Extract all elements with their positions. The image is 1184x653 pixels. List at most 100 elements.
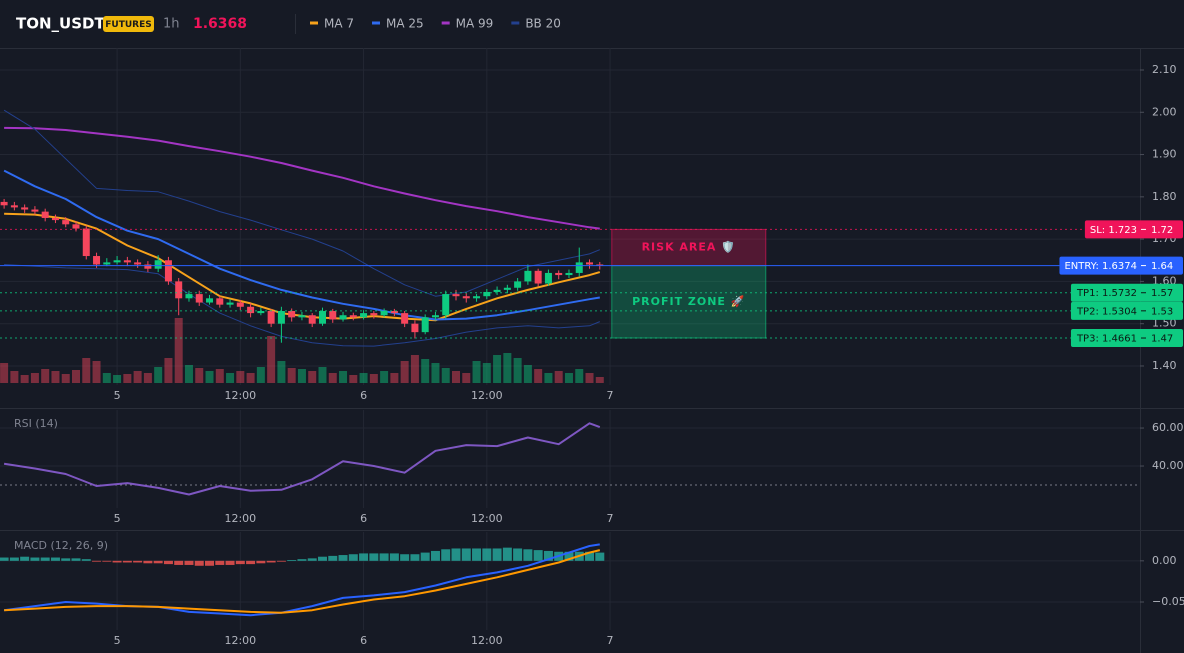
level-price-label: 1.53 [1151, 306, 1173, 317]
indicator-line [3, 543, 600, 617]
volume-bar [205, 371, 214, 383]
histogram-bar [9, 557, 19, 561]
x-tick-label: 7 [607, 512, 614, 525]
volume-bar [174, 318, 183, 383]
x-tick-label: 12:00 [224, 512, 256, 525]
candle-body [123, 260, 131, 263]
y-tick-label: −0.05 [1152, 595, 1184, 608]
candle-body [257, 311, 265, 314]
histogram-bar [307, 558, 317, 561]
zone-label: PROFIT ZONE 🚀 [632, 295, 745, 308]
candle-body [380, 311, 388, 316]
candle-body [503, 287, 511, 290]
candle-body [442, 294, 450, 316]
candle-body [493, 289, 501, 292]
histogram-bar [595, 552, 605, 561]
histogram-bar [523, 549, 533, 561]
histogram-bar [533, 550, 543, 561]
symbol: TON_USDT [16, 15, 105, 33]
candle-body [10, 205, 18, 208]
panel-title: RSI (14) [14, 417, 58, 430]
histogram-bar [389, 553, 399, 561]
histogram-bar [369, 553, 379, 561]
candle-body [329, 311, 337, 320]
volume-bar [246, 373, 255, 383]
histogram-bar [40, 557, 50, 561]
candle-body [164, 260, 172, 282]
x-tick-label: 12:00 [224, 389, 256, 402]
x-tick-label: 12:00 [471, 634, 503, 647]
histogram-bar [543, 550, 553, 561]
legend-label: MA 25 [386, 17, 424, 31]
volume-bar [256, 367, 265, 383]
histogram-bar [71, 558, 81, 561]
level-tag [1070, 301, 1183, 320]
histogram-bar [297, 559, 307, 561]
candle-body [0, 201, 8, 206]
y-tick-label: 2.00 [1152, 105, 1177, 118]
volume-bar [82, 358, 91, 383]
level-price-label: 1.47 [1151, 334, 1173, 345]
candle-body [247, 306, 255, 314]
level-price-label: 1.64 [1151, 261, 1173, 272]
histogram-bar [235, 560, 245, 565]
badge: FUTURES [105, 20, 151, 30]
indicator-line [4, 264, 600, 347]
candle-body [144, 264, 152, 269]
histogram-bar [410, 554, 420, 561]
x-tick-label: 5 [114, 389, 121, 402]
y-tick-label: 1.90 [1152, 148, 1177, 161]
level-tag-label: TP3: 1.4661 [1076, 334, 1137, 345]
x-tick-label: 7 [607, 389, 614, 402]
histogram-bar [163, 560, 173, 565]
candle-body [555, 272, 563, 276]
volume-bar [554, 371, 563, 383]
histogram-bar [328, 555, 338, 561]
level-tag [1070, 283, 1183, 302]
volume-bar [195, 368, 204, 383]
volume-bar [349, 375, 358, 383]
candle-body [421, 317, 429, 333]
histogram-bar [420, 552, 430, 561]
x-tick-label: 12:00 [471, 389, 503, 402]
indicator-line [4, 549, 601, 614]
level-tag [1070, 329, 1183, 348]
candle-body [103, 262, 111, 265]
histogram-bar [246, 560, 256, 565]
volume-bar [184, 365, 193, 383]
histogram-bar [205, 560, 215, 566]
histogram-bar [225, 560, 235, 565]
candle-body [195, 294, 203, 303]
histogram-bar [50, 557, 60, 561]
volume-bar [493, 355, 502, 383]
volume-bar [143, 373, 152, 383]
candle-body [185, 294, 193, 299]
histogram-bar [266, 560, 276, 563]
histogram-bar [81, 559, 91, 561]
histogram-bar [441, 549, 451, 561]
volume-bar [20, 375, 29, 383]
histogram-bar [256, 560, 266, 564]
volume-bar [513, 358, 522, 383]
volume-bar [503, 353, 512, 383]
level-tag-label: ENTRY: 1.6374 [1064, 261, 1137, 272]
histogram-bar [379, 553, 389, 561]
candle-body [113, 260, 121, 263]
volume-bar [544, 373, 553, 383]
histogram-bar [133, 560, 143, 563]
x-tick-label: 12:00 [224, 634, 256, 647]
zone [611, 228, 767, 267]
histogram-bar [430, 550, 440, 561]
x-tick-label: 7 [607, 634, 614, 647]
volume-bar [30, 373, 39, 383]
x-tick-label: 5 [114, 634, 121, 647]
candle-body [154, 260, 162, 269]
candle-body [216, 298, 224, 305]
histogram-bar [30, 557, 40, 561]
candle-body [339, 315, 347, 320]
candle-body [565, 272, 573, 276]
candle-body [31, 209, 39, 212]
last-price: 1.6368 [193, 16, 247, 32]
panel-title: MACD (12, 26, 9) [14, 539, 108, 552]
candle-body [175, 281, 183, 299]
